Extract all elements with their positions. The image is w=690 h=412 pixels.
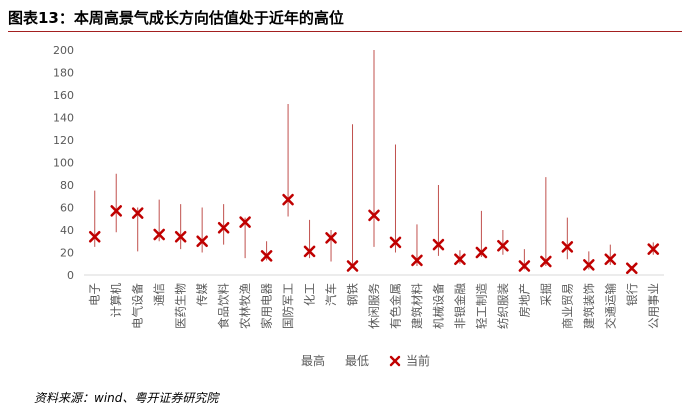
x-tick-label: 电气设备 <box>131 283 145 329</box>
x-tick-label: 休闲服务 <box>367 283 381 329</box>
current-marker <box>131 207 144 219</box>
x-tick-label: 电子 <box>88 283 102 306</box>
current-marker <box>432 238 445 251</box>
current-marker <box>282 193 294 206</box>
y-tick-label: 200 <box>53 44 74 57</box>
y-tick-label: 0 <box>67 269 74 282</box>
y-tick-label: 120 <box>53 134 74 147</box>
current-marker <box>346 260 359 272</box>
x-tick-label: 国防军工 <box>281 283 295 329</box>
x-tick-label: 公用事业 <box>646 283 660 329</box>
current-marker <box>260 250 273 262</box>
x-tick-label: 房地产 <box>517 283 531 318</box>
y-tick-label: 80 <box>60 179 74 192</box>
x-tick-label: 食品饮料 <box>217 283 231 329</box>
current-marker <box>110 205 123 217</box>
range-chart: 0 20 40 60 80 100 120 140 160 180 200 电子 计算机 电气设备 通信 医药… <box>53 44 664 368</box>
source-note: 资料来源：wind、粤开证券研究院 <box>34 391 219 405</box>
legend: 最高 最低 当前 <box>301 353 430 368</box>
x-tick-label: 银行 <box>625 283 639 306</box>
legend-label: 最高 <box>301 353 325 368</box>
current-marker <box>239 216 251 228</box>
x-tick-label: 计算机 <box>109 283 123 318</box>
current-marker <box>217 221 230 234</box>
current-marker <box>303 245 316 258</box>
current-marker <box>647 243 660 255</box>
x-tick-label: 化工 <box>303 283 317 306</box>
figure-title: 图表13：本周高景气成长方向估值处于近年的高位 <box>8 9 344 27</box>
legend-label: 当前 <box>406 353 430 368</box>
y-tick-label: 100 <box>53 157 74 170</box>
x-tick-label: 交通运输 <box>603 283 617 329</box>
x-tick-label: 有色金属 <box>388 283 402 329</box>
current-marker <box>368 209 380 222</box>
current-marker <box>411 254 423 267</box>
current-marker <box>604 253 617 266</box>
current-marker <box>561 241 574 253</box>
current-marker <box>389 236 402 249</box>
current-marker <box>88 230 101 243</box>
x-tick-label: 建筑材料 <box>410 283 424 329</box>
y-tick-label: 160 <box>53 89 74 102</box>
x-tick-label: 非银金融 <box>453 283 467 329</box>
legend-label: 最低 <box>345 354 369 368</box>
current-marker <box>625 262 638 275</box>
x-tick-label: 商业贸易 <box>560 283 574 329</box>
x-tick-label: 汽车 <box>324 283 338 306</box>
current-marker <box>325 232 337 244</box>
y-tick-label: 20 <box>60 247 74 260</box>
x-tick-label: 钢铁 <box>346 283 360 306</box>
current-marker <box>153 228 165 241</box>
x-tick-label: 机械设备 <box>431 283 445 329</box>
current-marker <box>540 255 552 268</box>
x-tick-label: 采掘 <box>539 283 553 306</box>
x-tick-label: 通信 <box>152 283 166 306</box>
current-marker <box>497 239 509 252</box>
y-tick-label: 40 <box>60 224 74 237</box>
x-tick-label: 家用电器 <box>260 283 274 329</box>
title-underline <box>8 31 682 32</box>
y-tick-label: 60 <box>60 202 74 215</box>
y-tick-label: 180 <box>53 67 74 80</box>
x-tick-label: 医药生物 <box>174 283 188 329</box>
current-marker <box>196 235 208 248</box>
current-marker <box>475 246 488 259</box>
x-tick-label: 建筑装饰 <box>582 283 596 329</box>
current-marker <box>518 260 531 272</box>
x-tick-label: 农林牧渔 <box>238 283 252 329</box>
x-tick-label: 轻工制造 <box>474 283 488 329</box>
current-marker <box>454 253 466 266</box>
legend-marker <box>389 355 401 367</box>
x-tick-label: 纺织服装 <box>496 283 510 329</box>
y-tick-label: 140 <box>53 112 74 125</box>
current-marker <box>174 230 187 243</box>
x-tick-label: 传媒 <box>195 283 209 306</box>
current-marker <box>583 259 595 271</box>
